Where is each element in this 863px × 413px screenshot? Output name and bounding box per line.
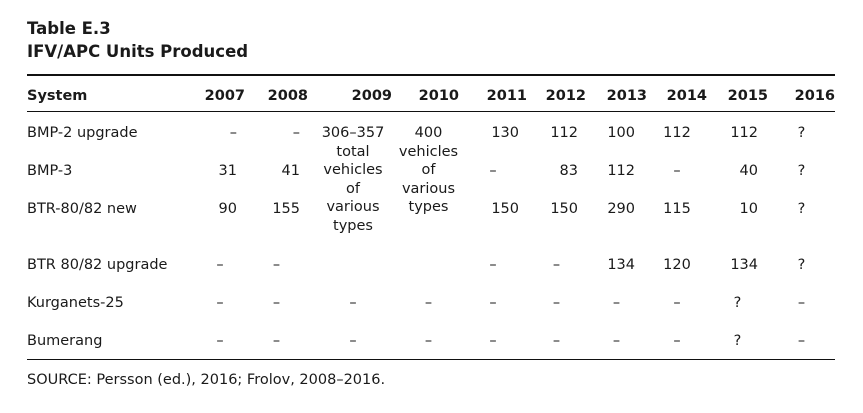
cell-2013: 134 <box>607 257 635 273</box>
cell-2013: – <box>612 295 621 311</box>
cell-2012: – <box>552 295 561 311</box>
cell-2011: – <box>489 333 497 349</box>
cell-2007: – <box>216 295 224 311</box>
cell-2009: – <box>349 295 357 311</box>
col-header-system: System <box>27 88 88 104</box>
merged-2009-line: types <box>333 217 373 234</box>
cell-2008: 155 <box>272 201 300 217</box>
col-header-2013: 2013 <box>606 88 647 104</box>
col-header-2012: 2012 <box>545 88 586 104</box>
system-name: BMP-2 upgrade <box>27 125 138 141</box>
col-header-2011: 2011 <box>486 88 527 104</box>
cell-2015: 40 <box>739 163 758 179</box>
merged-cell-2009: 306–357 total vehicles of various types <box>308 112 398 256</box>
table-row: BMP-3 31 41 – 83 112 – 40 ? <box>27 162 835 200</box>
cell-2011: – <box>489 163 497 179</box>
production-table: System 2007 2008 2009 2010 2011 2012 201… <box>27 85 835 370</box>
cell-2008: – <box>292 125 300 141</box>
cell-2008: 41 <box>281 163 300 179</box>
merged-2009-line: 306–357 <box>321 125 385 141</box>
table-row: Kurganets-25 – – – – – – – – ? – <box>27 294 835 332</box>
cell-2010: – <box>424 333 433 349</box>
cell-2016: ? <box>797 257 806 273</box>
cell-2015: 10 <box>739 201 758 217</box>
cell-2012: 83 <box>559 163 578 179</box>
cell-2016: ? <box>797 163 806 179</box>
merged-cell-2010: 400 vehicles of various types <box>398 112 459 256</box>
cell-2014: – <box>673 163 681 179</box>
system-name: BTR-80/82 new <box>27 201 137 217</box>
top-rule <box>27 74 835 76</box>
cell-2008: – <box>272 295 281 311</box>
cell-2014: 112 <box>663 125 691 141</box>
table-title: IFV/APC Units Produced <box>27 42 249 61</box>
cell-2014: – <box>673 333 681 349</box>
table-row: BMP-2 upgrade – – 306–357 total vehicles… <box>27 112 835 234</box>
col-header-2014: 2014 <box>666 88 707 104</box>
cell-2016: ? <box>797 201 806 217</box>
cell-2013: – <box>612 333 621 349</box>
cell-2015: ? <box>733 295 742 311</box>
merged-2009-line: of <box>346 180 360 197</box>
cell-2007: – <box>216 333 224 349</box>
cell-2014: – <box>673 295 681 311</box>
cell-2007: 90 <box>218 201 237 217</box>
cell-2013: 290 <box>607 201 635 217</box>
cell-2007: – <box>229 125 237 141</box>
merged-2009-line: total <box>336 143 370 160</box>
cell-2011: – <box>489 295 497 311</box>
table-label: Table E.3 <box>27 19 111 38</box>
merged-2009-line: vehicles <box>323 162 383 178</box>
cell-2010 <box>398 256 459 294</box>
system-name: BTR 80/82 upgrade <box>27 257 168 273</box>
cell-2010: – <box>424 295 433 311</box>
cell-2012: 112 <box>550 125 578 141</box>
system-name: BMP-3 <box>27 163 73 179</box>
merged-2010-line: vehicles <box>398 143 459 160</box>
merged-2010-line: various <box>401 180 456 197</box>
col-header-2010: 2010 <box>418 88 459 104</box>
cell-2016: – <box>797 333 806 349</box>
cell-2015: ? <box>733 333 742 349</box>
header-row: System 2007 2008 2009 2010 2011 2012 201… <box>27 85 835 112</box>
cell-2014: 120 <box>663 257 691 273</box>
cell-2011: 150 <box>491 201 519 217</box>
merged-2010-line: 400 <box>414 125 443 141</box>
merged-2010-line: types <box>408 199 449 215</box>
header-rule <box>27 111 835 112</box>
cell-2013: 100 <box>607 125 635 141</box>
col-header-2015: 2015 <box>727 88 768 104</box>
merged-2009-line: various <box>326 199 380 215</box>
col-header-2016: 2016 <box>794 88 835 104</box>
source-note: SOURCE: Persson (ed.), 2016; Frolov, 200… <box>27 372 386 388</box>
cell-2008: – <box>272 257 281 273</box>
table-row: BTR 80/82 upgrade – – – – 134 120 134 ? <box>27 256 835 294</box>
cell-2007: – <box>216 257 224 273</box>
col-header-2008: 2008 <box>267 88 308 104</box>
cell-2012: 150 <box>550 201 578 217</box>
cell-2015: 134 <box>730 257 758 273</box>
table-row: Bumerang – – – – – – – – ? – <box>27 332 835 370</box>
cell-2016: – <box>797 295 806 311</box>
table-row: BTR-80/82 new 90 155 150 150 290 115 10 … <box>27 200 835 256</box>
system-name: Kurganets-25 <box>27 295 124 311</box>
cell-2012: – <box>552 257 561 273</box>
cell-2007: 31 <box>218 163 237 179</box>
cell-2015: 112 <box>730 125 758 141</box>
cell-2013: 112 <box>607 163 635 179</box>
cell-2009 <box>308 256 398 294</box>
col-header-2007: 2007 <box>204 88 245 104</box>
merged-2010-line: of <box>421 162 436 178</box>
col-header-2009: 2009 <box>351 88 392 104</box>
bottom-rule <box>27 359 835 360</box>
cell-2011: 130 <box>491 125 519 141</box>
cell-2016: ? <box>797 125 806 141</box>
table-caption: Table E.3 IFV/APC Units Produced <box>27 17 248 63</box>
cell-2012: – <box>552 333 561 349</box>
cell-2014: 115 <box>663 201 691 217</box>
cell-2011: – <box>489 257 497 273</box>
cell-2009: – <box>349 333 357 349</box>
cell-2008: – <box>272 333 281 349</box>
system-name: Bumerang <box>27 333 103 349</box>
